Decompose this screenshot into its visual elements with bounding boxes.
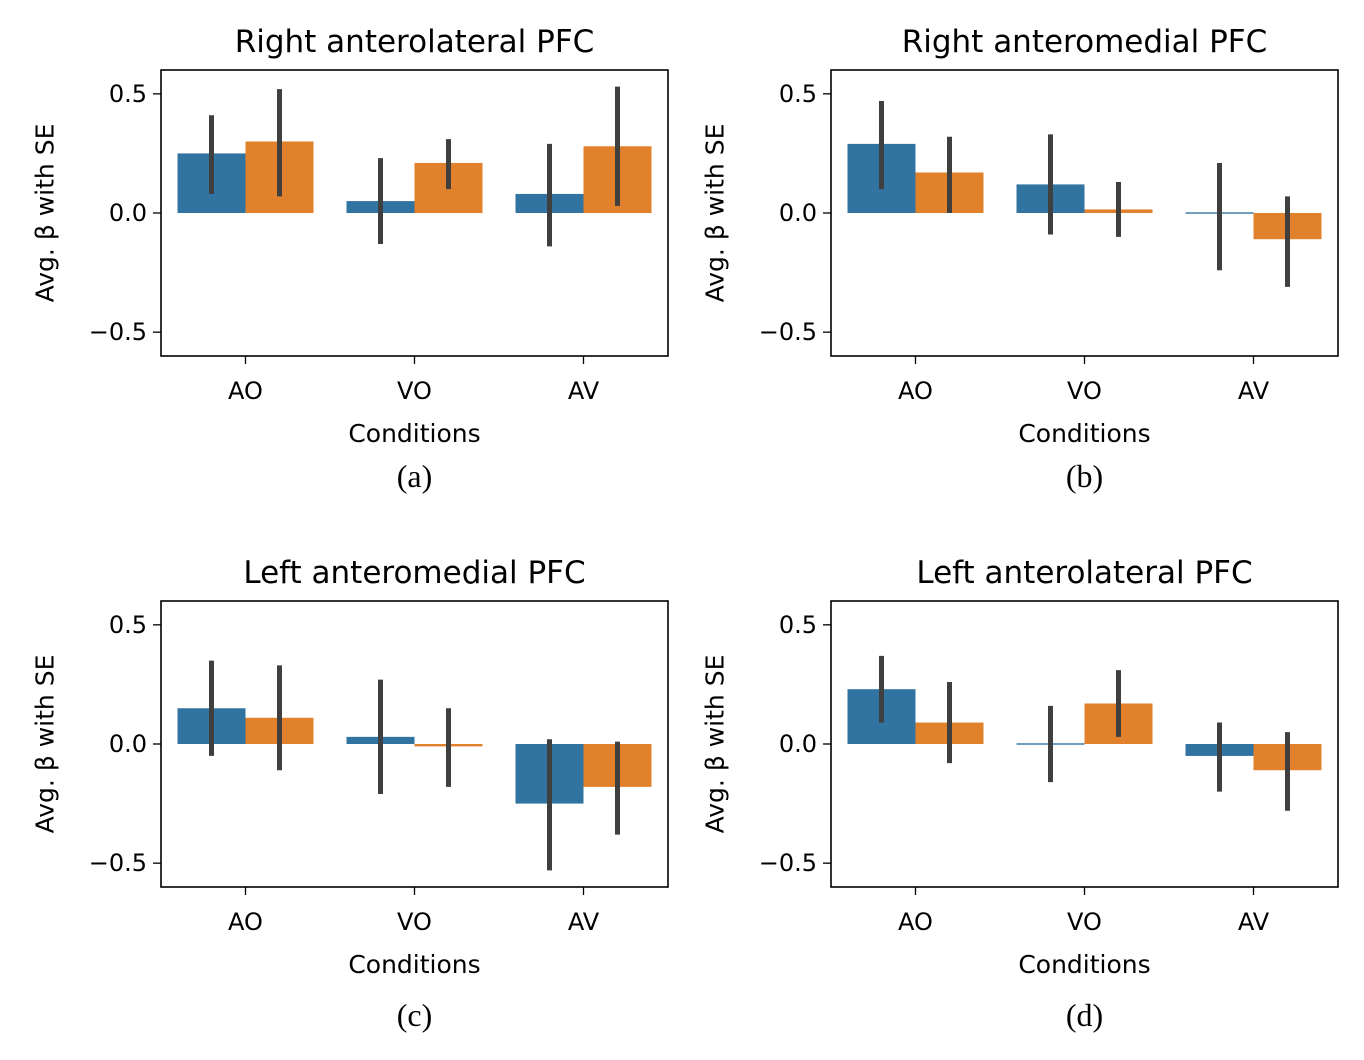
y-axis-label: Avg. β with SE [701,124,730,303]
chart-panel: 0.5 0.0 −0.5 AO VO AV Conditions Avg. β with SE… [31,24,669,494]
y-tick-label: 0.0 [109,199,147,227]
panel-title: Right anteromedial PFC [902,24,1268,60]
x-tick-label: VO [1067,377,1102,405]
y-tick-label: 0.0 [779,730,817,758]
x-tick-label: AO [228,908,263,936]
x-tick-label: VO [1067,908,1102,936]
y-tick-label: −0.5 [89,849,147,877]
x-axis-label: Conditions [348,419,480,448]
x-tick-label: AV [568,908,600,936]
panel-title: Left anteromedial PFC [243,555,585,591]
panel-caption: (b) [1066,458,1103,494]
x-tick-label: AV [568,377,600,405]
y-tick-label: 0.5 [779,80,817,108]
y-tick-label: −0.5 [759,318,817,346]
panel-title: Left anterolateral PFC [916,555,1252,591]
x-tick-label: AV [1238,908,1270,936]
x-tick-label: AO [228,377,263,405]
x-axis-label: Conditions [348,950,480,979]
y-axis-label: Avg. β with SE [31,655,60,834]
panel-caption: (c) [397,997,433,1033]
y-tick-label: 0.0 [779,199,817,227]
y-tick-label: 0.5 [109,611,147,639]
x-tick-label: AO [898,908,933,936]
x-tick-label: VO [397,377,432,405]
y-tick-label: 0.5 [779,611,817,639]
x-axis-label: Conditions [1018,419,1150,448]
x-tick-label: VO [397,908,432,936]
x-tick-label: AV [1238,377,1270,405]
y-tick-label: 0.5 [109,80,147,108]
y-tick-label: −0.5 [89,318,147,346]
chart-panel: 0.5 0.0 −0.5 AO VO AV Conditions Avg. β with SE… [701,24,1339,494]
y-axis-label: Avg. β with SE [701,655,730,834]
panel-title: Right anterolateral PFC [235,24,595,60]
panel-caption: (a) [397,458,433,494]
panel-caption: (d) [1066,997,1103,1033]
chart-panel: 0.5 0.0 −0.5 AO VO AV Conditions Avg. β with SE… [31,555,669,1033]
y-tick-label: −0.5 [759,849,817,877]
y-axis-label: Avg. β with SE [31,124,60,303]
chart-panel: 0.5 0.0 −0.5 AO VO AV Conditions Avg. β with SE… [701,555,1339,1033]
x-tick-label: AO [898,377,933,405]
x-axis-label: Conditions [1018,950,1150,979]
y-tick-label: 0.0 [109,730,147,758]
